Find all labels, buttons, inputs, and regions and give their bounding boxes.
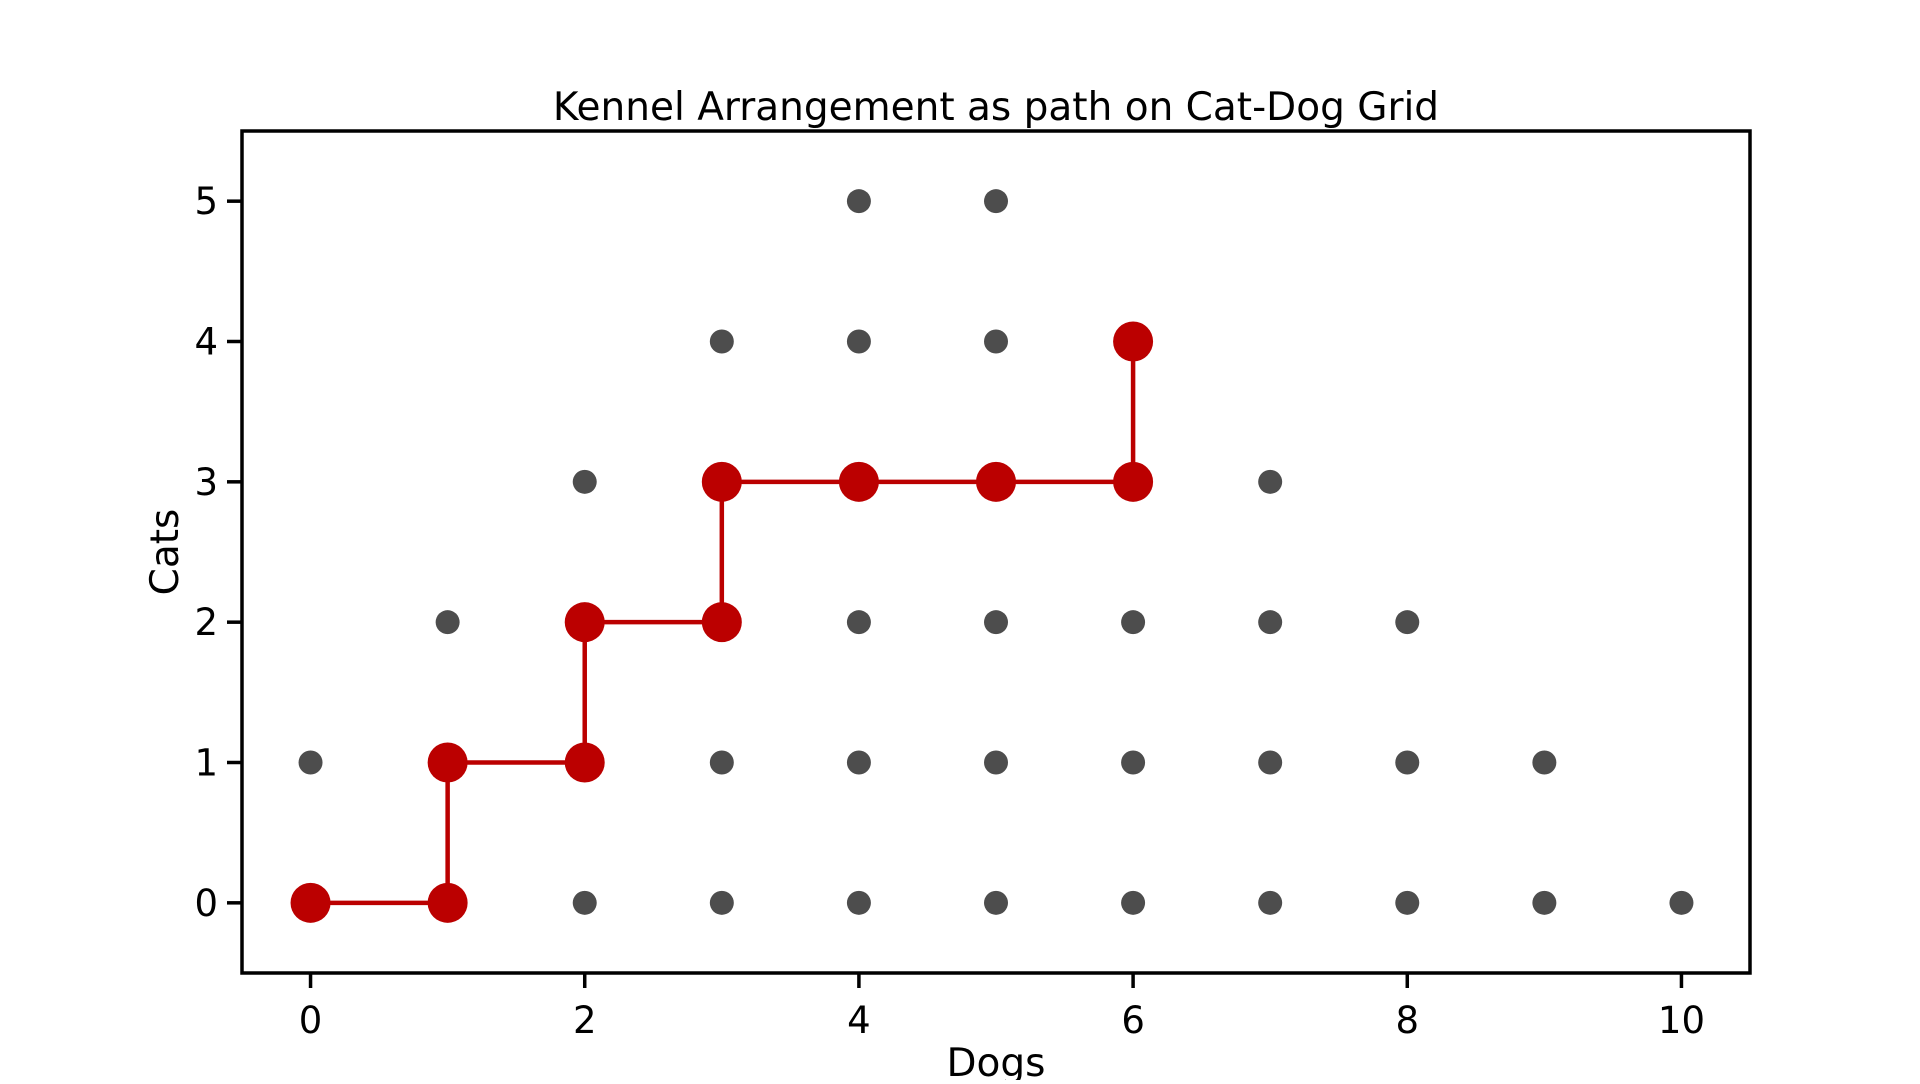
- path-point: [701, 461, 742, 502]
- grid-point: [1121, 890, 1146, 915]
- grid-point: [1258, 469, 1283, 494]
- grid-point: [1395, 750, 1420, 775]
- grid-point: [709, 890, 734, 915]
- grid-point: [984, 750, 1008, 775]
- grid-point: [1258, 750, 1283, 775]
- y-tick-label: 5: [194, 180, 218, 223]
- x-tick-label: 2: [573, 999, 597, 1042]
- y-tick-label: 3: [194, 461, 218, 504]
- path-point: [290, 882, 331, 923]
- grid-point: [572, 890, 597, 915]
- path-point: [838, 461, 879, 502]
- grid-point: [846, 610, 871, 635]
- path-point: [427, 882, 468, 923]
- path-point: [564, 742, 605, 783]
- grid-point: [846, 189, 871, 214]
- path-layer: [290, 321, 1154, 923]
- x-tick-label: 4: [847, 999, 871, 1042]
- path-point: [1113, 321, 1154, 362]
- grid-point: [984, 890, 1008, 915]
- y-tick-label: 4: [194, 321, 218, 364]
- grid-point: [1258, 890, 1283, 915]
- y-axis-label: Cats: [143, 509, 188, 596]
- y-tick-label: 1: [194, 742, 218, 785]
- x-tick-label: 10: [1658, 999, 1705, 1042]
- grid-point: [1121, 750, 1146, 775]
- grid-point: [572, 469, 597, 494]
- x-axis-ticks: 0 2 4 6 8 10: [299, 973, 1705, 1042]
- grid-point: [1395, 610, 1420, 635]
- grid-point: [1669, 890, 1694, 915]
- grid-point: [1258, 610, 1283, 635]
- path-point: [701, 602, 742, 643]
- grid-point: [1532, 890, 1557, 915]
- y-tick-label: 2: [194, 601, 218, 644]
- grid-point: [709, 750, 734, 775]
- chart-title: Kennel Arrangement as path on Cat-Dog Gr…: [553, 85, 1439, 130]
- x-tick-label: 6: [1121, 999, 1145, 1042]
- grid-point: [1395, 890, 1420, 915]
- path-point: [427, 742, 468, 783]
- grid-point: [1532, 750, 1557, 775]
- grid-point: [435, 610, 460, 635]
- grid-point: [846, 329, 871, 354]
- y-tick-label: 0: [194, 882, 218, 925]
- grid-points-layer: [298, 189, 1694, 915]
- x-tick-label: 8: [1395, 999, 1419, 1042]
- grid-point: [984, 610, 1008, 635]
- path-point: [976, 461, 1016, 502]
- grid-point: [1121, 610, 1146, 635]
- grid-point: [984, 329, 1008, 354]
- grid-point: [709, 329, 734, 354]
- grid-point: [984, 189, 1008, 214]
- path-point: [1113, 461, 1154, 502]
- grid-point: [846, 890, 871, 915]
- grid-point: [298, 750, 323, 775]
- x-tick-label: 0: [299, 999, 323, 1042]
- grid-point: [846, 750, 871, 775]
- plot-frame: [240, 129, 1752, 975]
- y-axis-ticks: 0 1 2 3 4 5: [194, 180, 242, 925]
- path-point: [564, 602, 605, 643]
- x-axis-label: Dogs: [947, 1041, 1046, 1080]
